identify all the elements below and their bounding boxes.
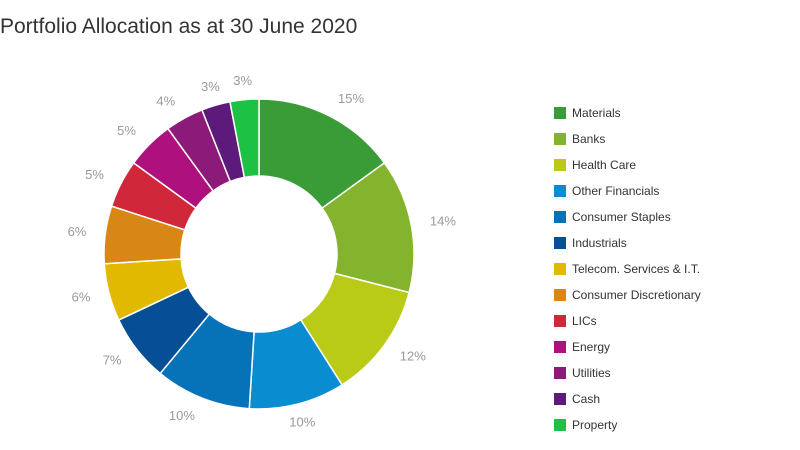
legend-label: Telecom. Services & I.T. — [572, 262, 701, 276]
data-label-materials: 15% — [338, 91, 364, 106]
legend-swatch — [554, 367, 566, 379]
data-label-energy: 5% — [117, 123, 136, 138]
data-label-other-financials: 10% — [289, 415, 315, 430]
slice-property — [229, 98, 260, 179]
legend-swatch — [554, 419, 566, 431]
legend-label: Energy — [572, 340, 611, 354]
data-label-cash: 3% — [201, 79, 220, 94]
legend-label: Cash — [572, 392, 601, 406]
legend-label: Other Financials — [572, 184, 660, 198]
chart-title: Portfolio Allocation as at 30 June 2020 — [0, 15, 358, 38]
legend-swatch — [554, 263, 566, 275]
data-label-health-care: 12% — [400, 348, 426, 363]
legend-label: Industrials — [572, 236, 627, 250]
legend-swatch — [554, 185, 566, 197]
legend-item-telecom-services-i-t: Telecom. Services & I.T. — [554, 256, 701, 282]
legend-item-energy: Energy — [554, 334, 701, 360]
legend-item-property: Property — [554, 412, 701, 438]
legend-swatch — [554, 133, 566, 145]
legend-item-consumer-staples: Consumer Staples — [554, 204, 701, 230]
legend-item-health-care: Health Care — [554, 152, 701, 178]
data-label-consumer-discretionary: 6% — [68, 224, 87, 239]
legend-swatch — [554, 211, 566, 223]
slice-materials — [258, 98, 386, 210]
legend-swatch — [554, 315, 566, 327]
legend-swatch — [554, 107, 566, 119]
data-label-consumer-staples: 10% — [169, 408, 195, 423]
legend-swatch — [554, 393, 566, 405]
legend-item-consumer-discretionary: Consumer Discretionary — [554, 282, 701, 308]
data-label-lics: 5% — [85, 167, 104, 182]
legend-swatch — [554, 159, 566, 171]
legend-item-other-financials: Other Financials — [554, 178, 701, 204]
data-label-utilities: 4% — [156, 94, 175, 109]
legend-item-utilities: Utilities — [554, 360, 701, 386]
legend-label: Banks — [572, 132, 606, 146]
legend-swatch — [554, 289, 566, 301]
legend-item-cash: Cash — [554, 386, 701, 412]
data-label-property: 3% — [233, 73, 252, 88]
legend-item-lics: LICs — [554, 308, 701, 334]
legend-label: Health Care — [572, 158, 637, 172]
legend-label: Consumer Staples — [572, 210, 671, 224]
data-label-industrials: 7% — [103, 353, 122, 368]
chart-legend: Materials Banks Health Care Other Financial… — [554, 100, 701, 438]
legend-label: Utilities — [572, 366, 611, 380]
legend-item-banks: Banks — [554, 126, 701, 152]
legend-item-industrials: Industrials — [554, 230, 701, 256]
legend-swatch — [554, 341, 566, 353]
legend-label: Property — [572, 418, 618, 432]
legend-item-materials: Materials — [554, 100, 701, 126]
legend-label: LICs — [572, 314, 597, 328]
legend-swatch — [554, 237, 566, 249]
data-label-telecom-services-i-t: 6% — [72, 289, 91, 304]
legend-label: Materials — [572, 106, 621, 120]
data-label-banks: 14% — [430, 213, 456, 228]
legend-label: Consumer Discretionary — [572, 288, 701, 302]
